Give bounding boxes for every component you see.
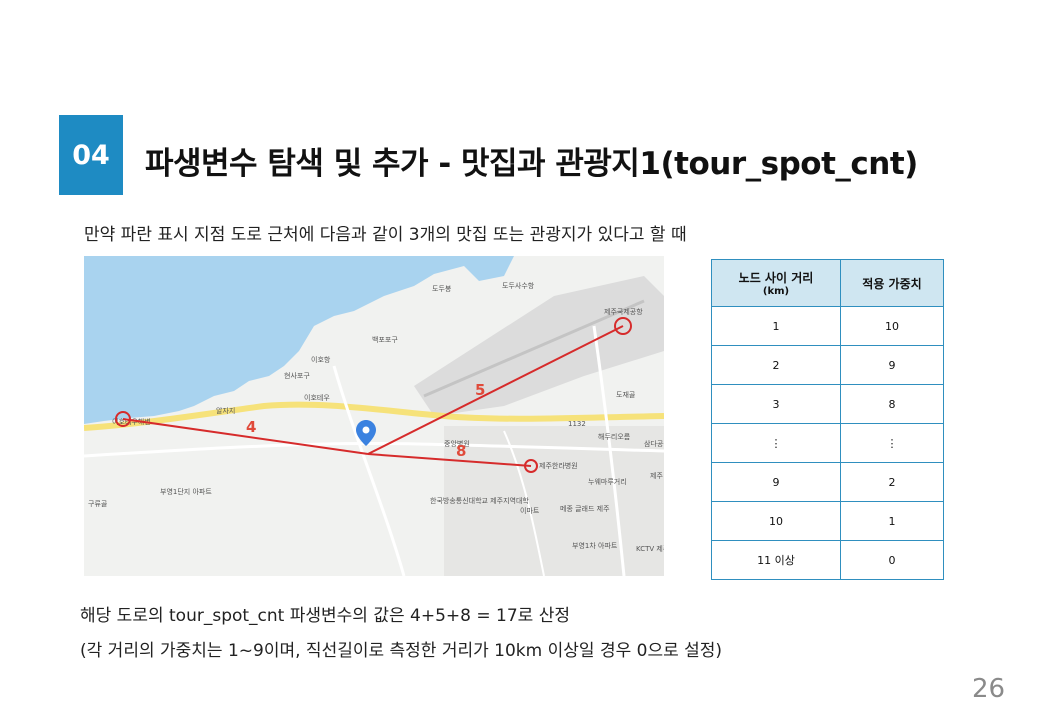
- weight-cell: 9: [839, 345, 945, 385]
- header-distance-unit: (km): [762, 286, 790, 297]
- secondary-road: [84, 441, 664, 458]
- sea-area: [84, 256, 664, 424]
- map-label: 메종 글래드 제주: [560, 504, 610, 513]
- distance-cell: ⋮: [711, 423, 841, 463]
- map-label: 도두사수항: [502, 281, 535, 290]
- map-label: 이마트: [520, 506, 540, 515]
- map-label: 제주국제공항: [604, 307, 643, 316]
- header-distance: 노드 사이 거리 (km): [711, 259, 841, 307]
- distance-cell: 10: [711, 501, 841, 541]
- distance-cell: 2: [711, 345, 841, 385]
- map-label: 제주한라병원: [539, 461, 578, 470]
- map-label: 중앙병원: [444, 439, 470, 448]
- page-number: 26: [972, 674, 1006, 704]
- map-label: 부영1단지 아파트: [160, 487, 212, 496]
- weight-cell: 8: [839, 384, 945, 424]
- map-label: 이호테우: [304, 393, 330, 402]
- map-label: 도두봉: [432, 285, 452, 293]
- map-label: 1132: [568, 420, 586, 428]
- runway: [423, 299, 645, 398]
- map-label: 구류골: [88, 500, 108, 508]
- table-row: 9 2: [711, 462, 945, 502]
- table-row: 11 이상 0: [711, 540, 945, 580]
- map-label: 부영1차 아파트: [572, 541, 618, 550]
- distance-label: 5: [475, 381, 485, 399]
- secondary-road: [332, 365, 406, 576]
- intro-text: 만약 파란 표시 지점 도로 근처에 다음과 같이 3개의 맛집 또는 관광지가…: [84, 225, 687, 245]
- table-row: 10 1: [711, 501, 945, 541]
- route-line-4: [122, 418, 369, 455]
- map-label: 이호테우해변: [112, 417, 151, 426]
- table-row: 2 9: [711, 345, 945, 385]
- header-weight: 적용 가중치: [839, 259, 945, 307]
- weight-cell: 1: [839, 501, 945, 541]
- slide-title: 파생변수 탐색 및 추가 - 맛집과 관광지1(tour_spot_cnt): [145, 146, 918, 182]
- weight-table: 노드 사이 거리 (km) 적용 가중치 1 10 2 9 3 8 ⋮ ⋮ 9 …: [711, 259, 945, 580]
- weight-cell: 0: [839, 540, 945, 580]
- weight-cell: 2: [839, 462, 945, 502]
- map-label: 삼다공원: [644, 439, 664, 448]
- map-canvas: 도두봉 도두사수항 제주국제공항 백포포구 이호항 현사포구 이호테우 알자지 …: [84, 256, 664, 576]
- table-row: ⋮ ⋮: [711, 423, 945, 463]
- secondary-road: [503, 430, 545, 576]
- map-label: 백포포구: [372, 335, 398, 344]
- distance-label: 8: [456, 442, 466, 460]
- map-label: 도재골: [616, 391, 636, 399]
- distance-cell: 3: [711, 384, 841, 424]
- distance-cell: 9: [711, 462, 841, 502]
- route-line-5: [367, 325, 624, 455]
- main-road: [84, 401, 664, 431]
- map-label: 알자지: [216, 406, 235, 415]
- map-label: 이호항: [311, 355, 331, 364]
- section-number-badge: 04: [59, 115, 123, 195]
- spot-marker-2: [614, 317, 632, 335]
- secondary-road: [592, 325, 626, 576]
- weight-cell: ⋮: [839, 423, 945, 463]
- map-label: 제주 자치: [650, 471, 664, 480]
- distance-label: 4: [246, 418, 256, 436]
- note-text: (각 거리의 가중치는 1~9이며, 직선길이로 측정한 거리가 10km 이상…: [80, 641, 723, 661]
- distance-cell: 1: [711, 306, 841, 346]
- map-label: 현사포구: [284, 371, 310, 380]
- route-line-8: [367, 453, 532, 467]
- map-label: KCTV 제주방송: [636, 544, 664, 553]
- table-row: 3 8: [711, 384, 945, 424]
- map-label: 누웨마루거리: [588, 477, 627, 486]
- weight-cell: 10: [839, 306, 945, 346]
- map-label: 한국방송통신대학교 제주지역대학: [430, 496, 529, 505]
- spot-marker-1: [115, 411, 131, 427]
- table-row: 1 10: [711, 306, 945, 346]
- location-pin-icon: [356, 420, 376, 446]
- table-header-row: 노드 사이 거리 (km) 적용 가중치: [711, 259, 945, 307]
- map-image: 도두봉 도두사수항 제주국제공항 백포포구 이호항 현사포구 이호테우 알자지 …: [84, 256, 664, 576]
- map-label: 해두리오름: [598, 432, 631, 441]
- distance-cell: 11 이상: [711, 540, 841, 580]
- result-text: 해당 도로의 tour_spot_cnt 파생변수의 값은 4+5+8 = 17…: [80, 606, 570, 626]
- spot-marker-3: [524, 459, 538, 473]
